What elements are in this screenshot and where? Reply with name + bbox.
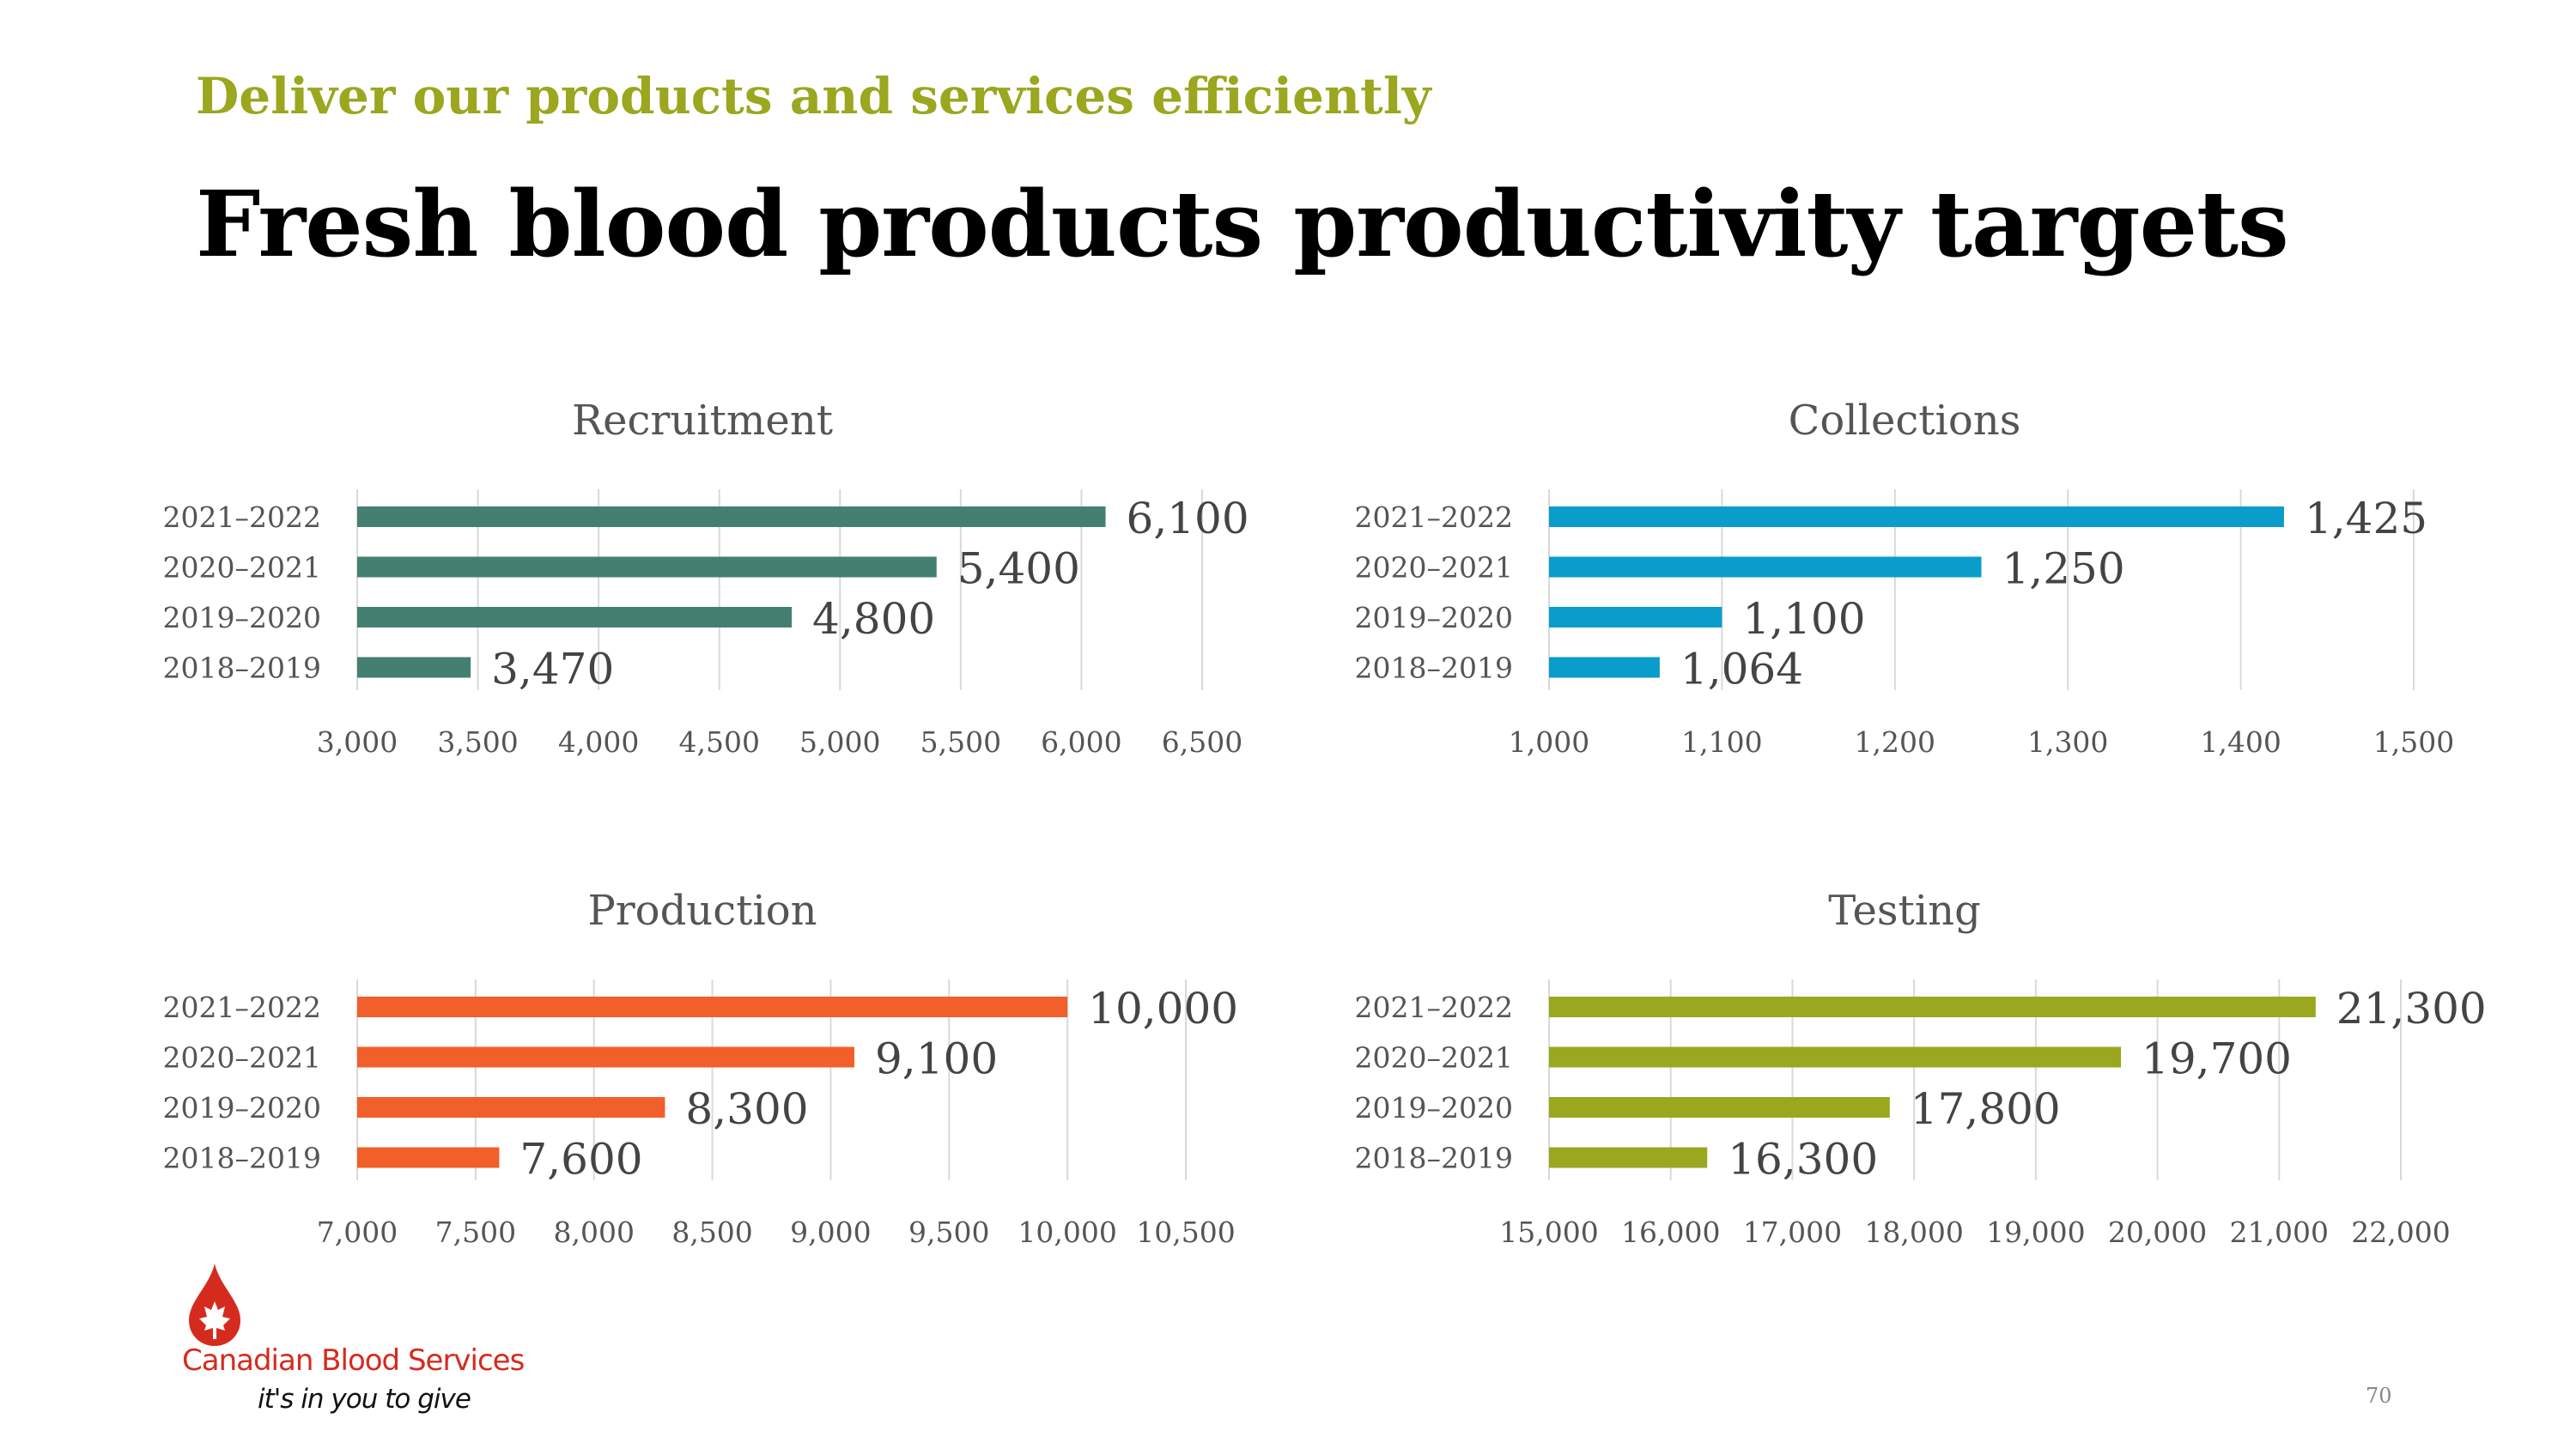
category-label: 2018–2019 (1355, 652, 1513, 685)
data-label: 5,400 (957, 544, 1080, 594)
x-tick-label: 9,500 (908, 1216, 989, 1249)
category-label: 2019–2020 (163, 1091, 321, 1125)
data-label: 8,300 (685, 1084, 808, 1134)
category-label: 2018–2019 (163, 1142, 321, 1175)
bar (357, 657, 471, 678)
logo-name: Canadian Blood Services (182, 1343, 525, 1378)
x-tick-label: 1,500 (2373, 725, 2454, 759)
data-label: 10,000 (1088, 984, 1238, 1034)
blood-drop-maple-leaf-icon (189, 1264, 240, 1346)
data-label: 21,300 (2336, 984, 2487, 1034)
x-tick-label: 1,100 (1681, 725, 1762, 759)
x-tick-label: 4,000 (558, 725, 639, 759)
category-label: 2019–2020 (163, 601, 321, 634)
bar (1549, 556, 1982, 578)
x-tick-label: 1,300 (2027, 725, 2108, 759)
x-tick-label: 5,500 (920, 725, 1001, 759)
data-label: 1,100 (1742, 594, 1865, 644)
category-label: 2020–2021 (1355, 1041, 1513, 1075)
chart-title: Recruitment (572, 397, 833, 445)
bar (1549, 1097, 1890, 1118)
data-label: 3,470 (491, 645, 614, 694)
category-label: 2021–2022 (163, 991, 321, 1024)
bar (357, 1097, 665, 1118)
x-tick-label: 18,000 (1864, 1216, 1963, 1249)
category-label: 2020–2021 (1355, 551, 1513, 585)
category-label: 2021–2022 (1355, 991, 1513, 1024)
bar (357, 1046, 854, 1068)
x-tick-label: 1,000 (1509, 725, 1589, 759)
x-tick-label: 8,000 (553, 1216, 634, 1249)
category-label: 2018–2019 (163, 652, 321, 685)
x-tick-label: 5,000 (799, 725, 880, 759)
x-tick-label: 20,000 (2108, 1216, 2207, 1249)
data-label: 6,100 (1127, 494, 1249, 543)
category-label: 2018–2019 (1355, 1142, 1513, 1175)
x-tick-label: 15,000 (1499, 1216, 1598, 1249)
x-tick-label: 19,000 (1986, 1216, 2085, 1249)
x-tick-label: 16,000 (1621, 1216, 1720, 1249)
bar (357, 506, 1106, 527)
page-number: 70 (2366, 1384, 2392, 1408)
x-tick-label: 17,000 (1743, 1216, 1842, 1249)
x-tick-label: 3,500 (437, 725, 518, 759)
bar (357, 556, 937, 578)
category-label: 2020–2021 (163, 551, 321, 585)
bar (1549, 506, 2284, 527)
x-tick-label: 7,500 (435, 1216, 516, 1249)
bar (1549, 657, 1660, 678)
slide-title: Fresh blood products productivity target… (196, 170, 2289, 277)
data-label: 7,600 (519, 1135, 642, 1185)
x-tick-label: 10,000 (1018, 1216, 1116, 1249)
x-tick-label: 6,500 (1162, 725, 1242, 759)
x-tick-label: 3,000 (317, 725, 398, 759)
x-tick-label: 22,000 (2351, 1216, 2450, 1249)
data-label: 19,700 (2142, 1034, 2292, 1084)
category-label: 2020–2021 (163, 1041, 321, 1075)
x-tick-label: 21,000 (2230, 1216, 2329, 1249)
category-label: 2021–2022 (163, 500, 321, 534)
chart-title: Production (587, 887, 817, 935)
bar (357, 997, 1068, 1017)
logo-tagline: it's in you to give (258, 1384, 471, 1415)
data-label: 1,064 (1680, 645, 1803, 694)
x-tick-label: 9,000 (790, 1216, 871, 1249)
category-label: 2021–2022 (1355, 500, 1513, 534)
x-tick-label: 6,000 (1041, 725, 1121, 759)
data-label: 9,100 (875, 1034, 998, 1084)
x-tick-label: 1,200 (1855, 725, 1935, 759)
data-label: 1,250 (2002, 544, 2125, 594)
x-tick-label: 8,500 (671, 1216, 752, 1249)
data-label: 4,800 (812, 594, 935, 644)
x-tick-label: 10,500 (1136, 1216, 1235, 1249)
bar (1549, 607, 1722, 627)
bar (357, 1147, 500, 1168)
x-tick-label: 4,500 (678, 725, 759, 759)
bar (357, 607, 793, 627)
data-label: 1,425 (2305, 494, 2427, 543)
category-label: 2019–2020 (1355, 1091, 1513, 1125)
x-tick-label: 1,400 (2200, 725, 2281, 759)
slide-subtitle: Deliver our products and services effici… (196, 67, 1431, 125)
chart-title: Collections (1789, 397, 2021, 445)
bar (1549, 1046, 2122, 1068)
category-label: 2019–2020 (1355, 601, 1513, 634)
data-label: 17,800 (1911, 1084, 2061, 1134)
x-tick-label: 7,000 (317, 1216, 398, 1249)
chart-title: Testing (1828, 887, 1981, 935)
bar (1549, 997, 2316, 1017)
data-label: 16,300 (1728, 1135, 1878, 1185)
bar (1549, 1147, 1708, 1168)
